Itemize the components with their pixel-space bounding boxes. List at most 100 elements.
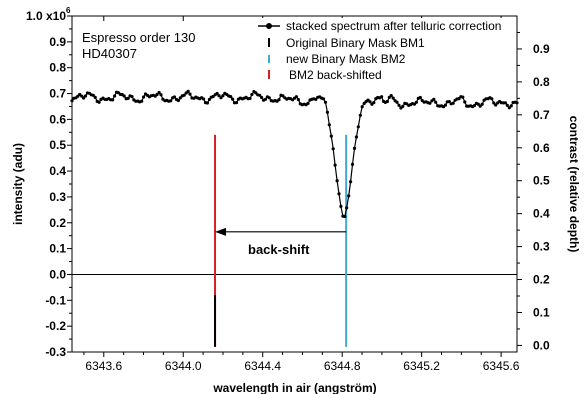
spectrum-point bbox=[157, 90, 161, 95]
y-left-tick-label: -0.3 bbox=[45, 345, 66, 359]
spectrum-point bbox=[188, 92, 192, 96]
spectrum-point bbox=[296, 98, 300, 102]
spectrum-point bbox=[277, 98, 281, 102]
spectrum-point bbox=[352, 146, 357, 150]
legend-bm1-label: Original Binary Mask BM1 bbox=[286, 36, 425, 50]
spectrum-point bbox=[97, 100, 101, 104]
y-right-tick-label: 0.4 bbox=[533, 207, 550, 221]
spectrum-point bbox=[172, 95, 177, 99]
spectrum-point bbox=[323, 100, 328, 104]
spectrum-point bbox=[321, 97, 326, 101]
spectrum-point bbox=[327, 123, 331, 127]
spectrum-point bbox=[202, 97, 206, 101]
y-right-tick-label: 0.1 bbox=[533, 305, 550, 319]
spectrum-point bbox=[401, 104, 405, 108]
spectrum-point bbox=[503, 101, 507, 105]
spectrum-point bbox=[397, 103, 401, 107]
spectrum-point bbox=[70, 99, 74, 103]
spectrum-point bbox=[250, 92, 254, 97]
spectrum-series bbox=[70, 89, 519, 219]
spectrum-point bbox=[380, 95, 384, 99]
y-left-tick-label: 0.3 bbox=[49, 190, 66, 204]
spectrum-point bbox=[207, 97, 211, 102]
spectrum-point bbox=[418, 95, 422, 100]
y-left-tick-label: 0.8 bbox=[49, 61, 66, 75]
y-right-tick-label: 0.3 bbox=[533, 240, 550, 254]
spectrum-point bbox=[350, 162, 355, 166]
spectrum-point bbox=[325, 110, 329, 114]
spectrum-point bbox=[126, 96, 130, 100]
spectrum-point bbox=[349, 180, 353, 184]
back-shift-label: back-shift bbox=[248, 242, 310, 257]
x-axis-title: wavelength in air (angström) bbox=[212, 381, 376, 394]
spectrum-point bbox=[130, 95, 134, 99]
y-left-tick-label: 0.6 bbox=[49, 112, 66, 126]
spectrum-point bbox=[93, 95, 97, 99]
spectrum-point bbox=[395, 100, 399, 104]
spectrum-point bbox=[91, 93, 95, 97]
spectrum-point bbox=[82, 96, 86, 100]
spectrum-point bbox=[142, 95, 146, 99]
y-right-tick-label: 0.5 bbox=[533, 174, 550, 188]
spectrum-point bbox=[337, 192, 341, 196]
spectrum-point bbox=[478, 104, 482, 108]
spectrum-point bbox=[221, 94, 225, 98]
spectrum-point bbox=[205, 101, 209, 105]
spectrum-point bbox=[267, 96, 271, 100]
legend-spectrum-label: stacked spectrum after telluric correcti… bbox=[286, 19, 501, 33]
spectrum-point bbox=[215, 91, 219, 96]
spectrum-point bbox=[182, 93, 186, 97]
spectrum-point bbox=[391, 96, 395, 100]
spectrum-point bbox=[263, 97, 268, 101]
y-right-tick-label: 0.8 bbox=[533, 75, 550, 89]
spectrum-point bbox=[345, 206, 349, 210]
legend-spectrum-swatch-marker bbox=[266, 23, 272, 29]
spectrum-point bbox=[509, 104, 513, 108]
spectrum-point bbox=[505, 103, 509, 107]
spectrum-point bbox=[463, 100, 467, 104]
spectrum-point bbox=[140, 99, 144, 103]
x-tick-label: 6344.8 bbox=[324, 359, 361, 373]
x-tick-label: 6345.6 bbox=[483, 359, 520, 373]
spectrum-point bbox=[335, 179, 339, 183]
spectrum-point bbox=[389, 94, 393, 98]
spectrum-point bbox=[368, 100, 372, 104]
y-left-tick-label: 0.5 bbox=[49, 138, 66, 152]
spectrum-point bbox=[314, 97, 318, 101]
spectrum-point bbox=[490, 97, 494, 101]
spectrum-point bbox=[494, 103, 498, 107]
back-shift-arrow bbox=[215, 227, 347, 236]
spectrum-point bbox=[358, 113, 362, 117]
spectrum-point bbox=[414, 100, 418, 104]
spectrum-point bbox=[339, 204, 343, 208]
spectrum-point bbox=[432, 97, 436, 101]
spectrum-point bbox=[111, 98, 115, 102]
legend-bm2-shifted-label: BM2 back-shifted bbox=[289, 68, 382, 82]
y-left-tick-label: -0.2 bbox=[45, 319, 66, 333]
spectrum-point bbox=[155, 92, 159, 97]
spectrum-point bbox=[248, 96, 252, 101]
spectrum-point bbox=[343, 214, 347, 219]
y-left-tick-label: 0.0 bbox=[49, 267, 66, 281]
spectrum-point bbox=[356, 125, 360, 129]
spectrum-point bbox=[217, 94, 221, 98]
spectrum-point bbox=[83, 94, 88, 98]
spectrum-point bbox=[329, 134, 333, 138]
spectrum-point bbox=[492, 101, 496, 105]
spectrum-point bbox=[461, 95, 465, 99]
y-left-tick-label: 1.0 x10 bbox=[26, 9, 66, 23]
spectrum-point bbox=[428, 101, 432, 105]
spectrum-point bbox=[234, 101, 239, 105]
spectrum-point bbox=[360, 105, 364, 109]
spectrum-point bbox=[186, 89, 190, 93]
spectrum-point bbox=[347, 194, 351, 198]
y-axis-title-left: intensity (adu) bbox=[11, 143, 25, 225]
spectrum-point bbox=[434, 100, 438, 104]
arrow-head bbox=[215, 227, 227, 236]
spectrum-point bbox=[372, 101, 376, 105]
y-right-tick-label: 0.9 bbox=[533, 42, 550, 56]
x-tick-label: 6344.0 bbox=[165, 359, 202, 373]
y-left-tick-label: 0.2 bbox=[49, 216, 66, 230]
spectrum-point bbox=[113, 94, 117, 98]
y-right-tick-label: 0.0 bbox=[533, 338, 550, 352]
